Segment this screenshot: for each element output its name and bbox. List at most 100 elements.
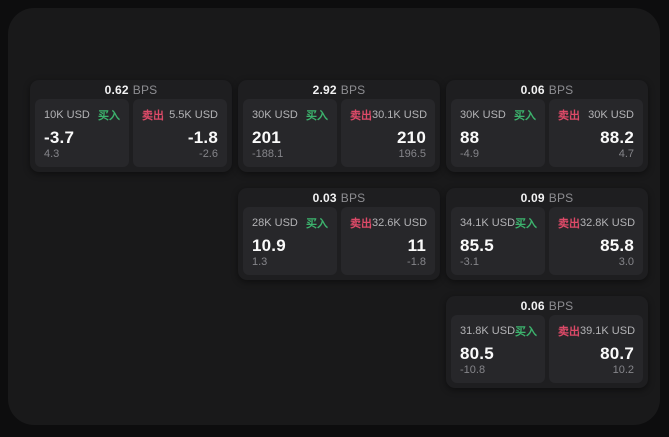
- sell-side-label: 卖出: [558, 218, 580, 230]
- bps-value: 0.09: [520, 190, 545, 205]
- buy-delta: -188.1: [252, 148, 284, 160]
- sell-tile-header: 卖出 5.5K USD: [142, 107, 218, 123]
- buy-price: -3.7: [44, 128, 75, 147]
- bps-unit-label: BPS: [548, 190, 574, 205]
- card-body: 28K USD 买入 10.9 1.3 卖出 32.6K USD 11 -1.8: [238, 207, 440, 280]
- sell-quote-tile[interactable]: 卖出 32.6K USD 11 -1.8: [341, 207, 435, 275]
- sell-tile-header: 卖出 30K USD: [558, 107, 634, 123]
- buy-delta: 4.3: [44, 148, 60, 160]
- sell-size-label: 30.1K USD: [372, 109, 428, 121]
- buy-side-label: 买入: [515, 218, 538, 230]
- buy-tile-header: 34.1K USD 买入: [460, 215, 538, 231]
- quote-card: 0.06 BPS 30K USD 买入 88 -4.9 卖出 30K USD 8…: [446, 80, 648, 172]
- buy-delta: -4.9: [460, 148, 479, 160]
- buy-tile-header: 28K USD 买入: [252, 215, 328, 231]
- card-header: 0.06 BPS: [446, 296, 648, 315]
- buy-tile-header: 31.8K USD 买入: [460, 323, 538, 339]
- buy-side-label: 买入: [306, 218, 328, 230]
- sell-size-label: 32.6K USD: [372, 217, 428, 229]
- sell-tile-header: 卖出 30.1K USD: [350, 107, 428, 123]
- buy-size-label: 30K USD: [460, 109, 506, 121]
- sell-price: 80.7: [600, 344, 634, 363]
- bps-unit-label: BPS: [340, 190, 366, 205]
- quote-card: 0.62 BPS 10K USD 买入 -3.7 4.3 卖出 5.5K USD…: [30, 80, 232, 172]
- buy-side-label: 买入: [306, 110, 328, 122]
- sell-tile-header: 卖出 32.6K USD: [350, 215, 428, 231]
- buy-quote-tile[interactable]: 31.8K USD 买入 80.5 -10.8: [451, 315, 545, 383]
- card-body: 34.1K USD 买入 85.5 -3.1 卖出 32.8K USD 85.8…: [446, 207, 648, 280]
- buy-price: 85.5: [460, 236, 494, 255]
- sell-price: -1.8: [187, 128, 218, 147]
- sell-size-label: 5.5K USD: [169, 109, 218, 121]
- bps-value: 0.06: [520, 82, 545, 97]
- sell-delta: 4.7: [618, 148, 634, 160]
- buy-size-label: 10K USD: [44, 109, 90, 121]
- buy-tile-header: 30K USD 买入: [252, 107, 328, 123]
- buy-delta: 1.3: [252, 256, 268, 268]
- sell-side-label: 卖出: [558, 326, 580, 338]
- card-header: 2.92 BPS: [238, 80, 440, 99]
- card-body: 10K USD 买入 -3.7 4.3 卖出 5.5K USD -1.8 -2.…: [30, 99, 232, 172]
- buy-size-label: 34.1K USD: [460, 217, 516, 229]
- sell-price: 210: [397, 128, 426, 147]
- quote-card: 0.06 BPS 31.8K USD 买入 80.5 -10.8 卖出 39.1…: [446, 296, 648, 388]
- card-header: 0.06 BPS: [446, 80, 648, 99]
- buy-quote-tile[interactable]: 34.1K USD 买入 85.5 -3.1: [451, 207, 545, 275]
- quote-board: 0.62 BPS 10K USD 买入 -3.7 4.3 卖出 5.5K USD…: [30, 80, 648, 388]
- sell-quote-tile[interactable]: 卖出 30.1K USD 210 196.5: [341, 99, 435, 167]
- buy-tile-header: 10K USD 买入: [44, 107, 120, 123]
- buy-quote-tile[interactable]: 30K USD 买入 88 -4.9: [451, 99, 545, 167]
- sell-side-label: 卖出: [350, 218, 372, 230]
- sell-side-label: 卖出: [350, 110, 372, 122]
- bps-unit-label: BPS: [340, 82, 366, 97]
- bps-unit-label: BPS: [548, 82, 574, 97]
- buy-side-label: 买入: [98, 110, 120, 122]
- sell-quote-tile[interactable]: 卖出 32.8K USD 85.8 3.0: [549, 207, 643, 275]
- sell-delta: -2.6: [199, 148, 218, 160]
- sell-delta: 3.0: [618, 256, 634, 268]
- bps-value: 2.92: [312, 82, 337, 97]
- card-header: 0.09 BPS: [446, 188, 648, 207]
- buy-size-label: 30K USD: [252, 109, 298, 121]
- sell-size-label: 39.1K USD: [580, 325, 636, 337]
- buy-quote-tile[interactable]: 10K USD 买入 -3.7 4.3: [35, 99, 129, 167]
- sell-tile-header: 卖出 39.1K USD: [558, 323, 636, 339]
- sell-size-label: 32.8K USD: [580, 217, 636, 229]
- sell-delta: 10.2: [612, 364, 634, 376]
- card-header: 0.03 BPS: [238, 188, 440, 207]
- sell-quote-tile[interactable]: 卖出 5.5K USD -1.8 -2.6: [133, 99, 227, 167]
- quote-card: 2.92 BPS 30K USD 买入 201 -188.1 卖出 30.1K …: [238, 80, 440, 172]
- buy-price: 80.5: [460, 344, 494, 363]
- bps-value: 0.03: [312, 190, 337, 205]
- bps-unit-label: BPS: [548, 298, 574, 313]
- buy-side-label: 买入: [514, 110, 536, 122]
- sell-quote-tile[interactable]: 卖出 30K USD 88.2 4.7: [549, 99, 643, 167]
- card-body: 30K USD 买入 201 -188.1 卖出 30.1K USD 210 1…: [238, 99, 440, 172]
- buy-quote-tile[interactable]: 28K USD 买入 10.9 1.3: [243, 207, 337, 275]
- sell-quote-tile[interactable]: 卖出 39.1K USD 80.7 10.2: [549, 315, 643, 383]
- buy-delta: -10.8: [460, 364, 486, 376]
- card-header: 0.62 BPS: [30, 80, 232, 99]
- sell-delta: 196.5: [398, 148, 426, 160]
- bps-value: 0.06: [520, 298, 545, 313]
- buy-price: 10.9: [252, 236, 286, 255]
- buy-price: 88: [460, 128, 480, 147]
- sell-price: 85.8: [600, 236, 634, 255]
- buy-size-label: 28K USD: [252, 217, 298, 229]
- sell-tile-header: 卖出 32.8K USD: [558, 215, 636, 231]
- buy-quote-tile[interactable]: 30K USD 买入 201 -188.1: [243, 99, 337, 167]
- quote-card: 0.03 BPS 28K USD 买入 10.9 1.3 卖出 32.6K US…: [238, 188, 440, 280]
- quote-card: 0.09 BPS 34.1K USD 买入 85.5 -3.1 卖出 32.8K…: [446, 188, 648, 280]
- buy-tile-header: 30K USD 买入: [460, 107, 536, 123]
- sell-price: 88.2: [600, 128, 634, 147]
- sell-delta: -1.8: [407, 256, 426, 268]
- card-body: 30K USD 买入 88 -4.9 卖出 30K USD 88.2 4.7: [446, 99, 648, 172]
- card-body: 31.8K USD 买入 80.5 -10.8 卖出 39.1K USD 80.…: [446, 315, 648, 388]
- bps-value: 0.62: [104, 82, 129, 97]
- sell-side-label: 卖出: [558, 110, 580, 122]
- sell-size-label: 30K USD: [588, 109, 634, 121]
- buy-side-label: 买入: [515, 326, 538, 338]
- sell-side-label: 卖出: [142, 110, 164, 122]
- sell-price: 11: [407, 236, 426, 255]
